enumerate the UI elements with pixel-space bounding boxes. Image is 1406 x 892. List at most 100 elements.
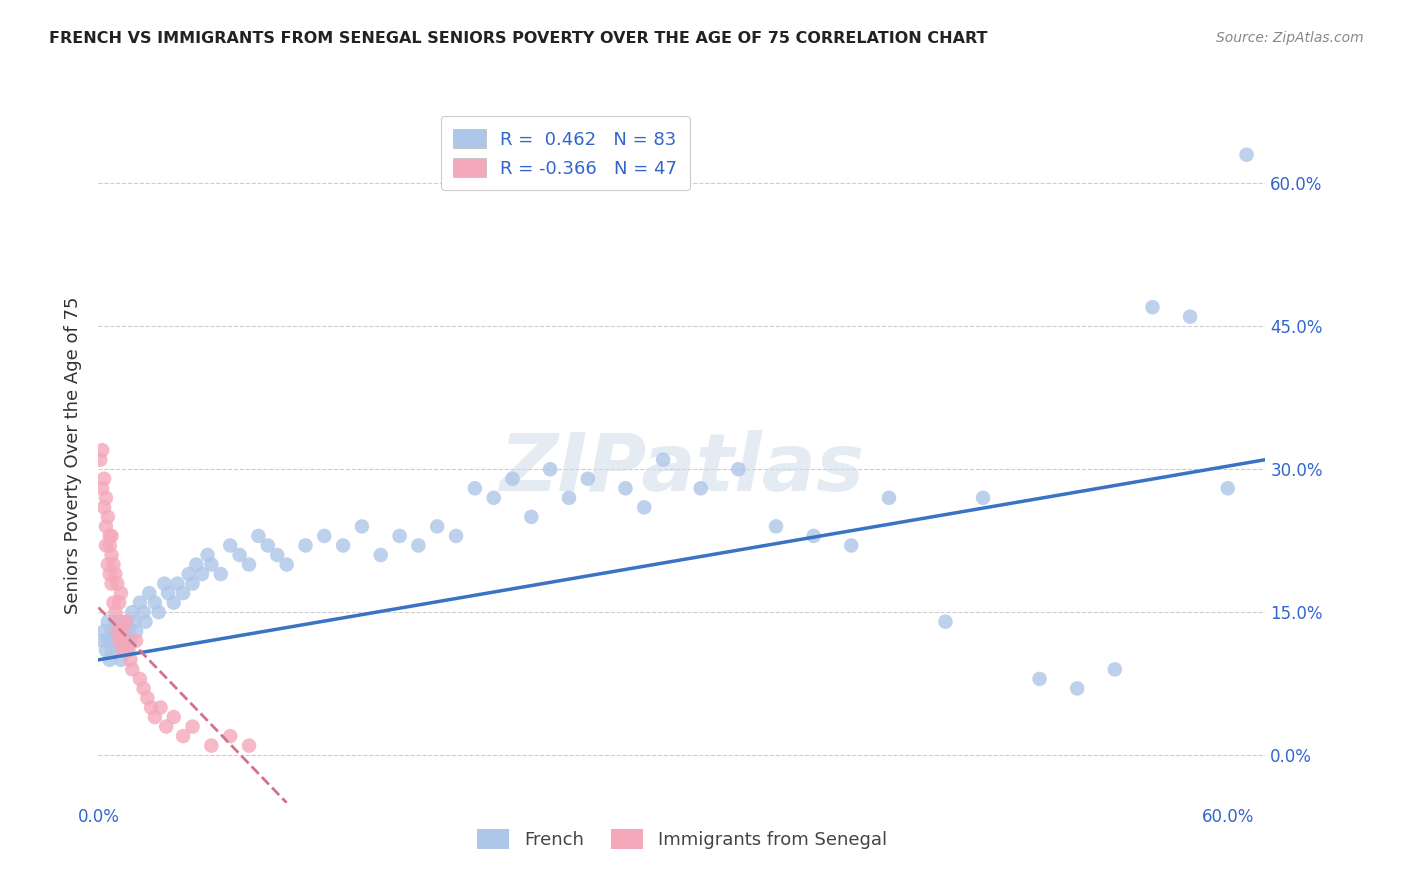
Point — [228, 548, 250, 562]
Point — [314, 529, 336, 543]
Point — [877, 491, 900, 505]
Point — [104, 567, 127, 582]
Point — [181, 576, 204, 591]
Point — [100, 529, 122, 543]
Point — [558, 491, 581, 505]
Point — [98, 567, 121, 582]
Point — [172, 586, 194, 600]
Point — [110, 586, 132, 600]
Point — [576, 472, 599, 486]
Point — [132, 605, 155, 619]
Point — [238, 739, 260, 753]
Point — [482, 491, 505, 505]
Point — [143, 596, 166, 610]
Point — [100, 548, 122, 562]
Point — [91, 481, 114, 495]
Point — [633, 500, 655, 515]
Point — [464, 481, 486, 495]
Point — [266, 548, 288, 562]
Point — [149, 700, 172, 714]
Point — [103, 596, 125, 610]
Point — [104, 605, 127, 619]
Point — [765, 519, 787, 533]
Point — [652, 452, 675, 467]
Point — [614, 481, 637, 495]
Point — [115, 615, 138, 629]
Point — [972, 491, 994, 505]
Point — [803, 529, 825, 543]
Point — [110, 653, 132, 667]
Text: ZIPatlas: ZIPatlas — [499, 430, 865, 508]
Point — [138, 586, 160, 600]
Point — [934, 615, 956, 629]
Point — [426, 519, 449, 533]
Point — [1104, 662, 1126, 676]
Point — [219, 729, 242, 743]
Point — [110, 615, 132, 629]
Point — [197, 548, 219, 562]
Point — [100, 576, 122, 591]
Point — [111, 624, 134, 639]
Point — [276, 558, 298, 572]
Point — [256, 539, 278, 553]
Point — [94, 519, 117, 533]
Point — [136, 690, 159, 705]
Point — [100, 624, 122, 639]
Point — [370, 548, 392, 562]
Point — [97, 615, 120, 629]
Point — [186, 558, 208, 572]
Point — [727, 462, 749, 476]
Point — [105, 624, 128, 639]
Point — [1066, 681, 1088, 696]
Point — [94, 539, 117, 553]
Point — [132, 681, 155, 696]
Point — [350, 519, 373, 533]
Point — [91, 633, 114, 648]
Point — [108, 633, 131, 648]
Point — [1216, 481, 1239, 495]
Point — [128, 596, 150, 610]
Point — [117, 643, 139, 657]
Point — [839, 539, 862, 553]
Point — [105, 643, 128, 657]
Point — [104, 615, 127, 629]
Point — [209, 567, 232, 582]
Point — [1028, 672, 1050, 686]
Point — [93, 472, 115, 486]
Point — [103, 633, 125, 648]
Point — [139, 700, 162, 714]
Point — [98, 653, 121, 667]
Point — [128, 672, 150, 686]
Point — [97, 633, 120, 648]
Point — [143, 710, 166, 724]
Point — [157, 586, 180, 600]
Point — [1178, 310, 1201, 324]
Point — [93, 500, 115, 515]
Point — [93, 624, 115, 639]
Point — [105, 576, 128, 591]
Point — [148, 605, 170, 619]
Point — [120, 653, 142, 667]
Point — [538, 462, 561, 476]
Point — [200, 558, 222, 572]
Text: Source: ZipAtlas.com: Source: ZipAtlas.com — [1216, 31, 1364, 45]
Point — [117, 624, 139, 639]
Point — [115, 643, 138, 657]
Point — [294, 539, 316, 553]
Point — [111, 643, 134, 657]
Point — [520, 509, 543, 524]
Point — [91, 443, 114, 458]
Point — [110, 615, 132, 629]
Point — [103, 558, 125, 572]
Point — [163, 596, 186, 610]
Point — [172, 729, 194, 743]
Point — [115, 615, 138, 629]
Point — [98, 539, 121, 553]
Point — [114, 633, 136, 648]
Point — [134, 615, 156, 629]
Point — [200, 739, 222, 753]
Point — [247, 529, 270, 543]
Point — [108, 596, 131, 610]
Point — [155, 720, 177, 734]
Point — [191, 567, 214, 582]
